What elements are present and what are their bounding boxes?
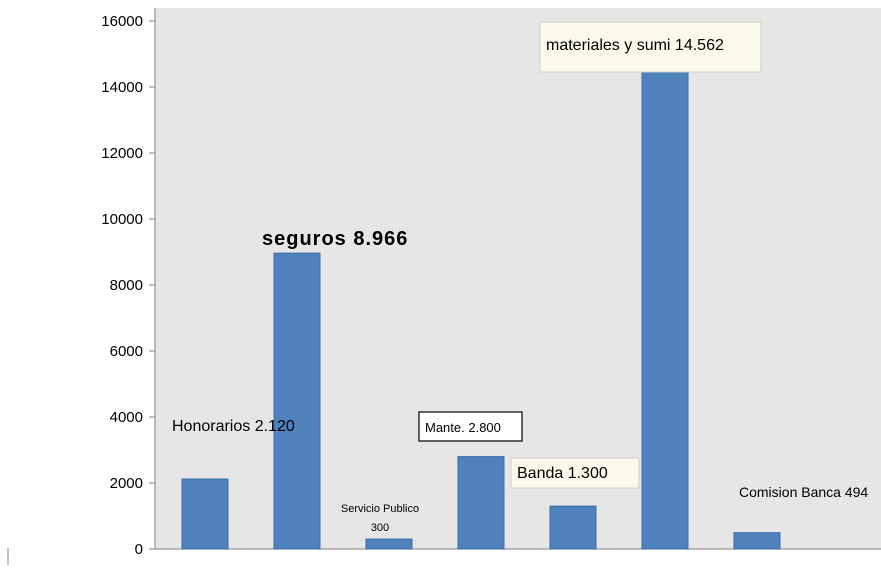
y-tick-label: 6000 [110,343,143,360]
bar-comision-banca [733,532,781,550]
y-tick-label: 8000 [110,277,143,294]
bar-servicio-publico [365,538,413,550]
data-label: Comision Banca 494 [739,484,868,500]
bar-honorarios [181,478,229,550]
bar-seguros [273,252,321,550]
y-tick-label: 0 [135,541,143,558]
data-label: Servicio Publico 300 [341,503,419,534]
data-label-box [510,457,640,489]
bar-banda [549,505,597,550]
bar-mante- [457,456,505,550]
data-label: materiales y sumi 14.562 [546,37,724,54]
y-tick-label: 14000 [101,79,143,96]
data-label: seguros 8.966 [262,228,408,250]
y-tick-label: 12000 [101,145,143,162]
y-tick-label: 2000 [110,475,143,492]
data-label-box [539,21,762,73]
bar-materiales-y-sumi [641,67,689,550]
y-tick-label: 16000 [101,13,143,30]
data-label: Honorarios 2.120 [172,418,295,435]
data-label-box [418,411,523,442]
data-labels: Honorarios 2.120 seguros 8.966 Servicio Pu… [172,21,868,534]
data-label: Mante. 2.800 [425,420,501,435]
y-tick-label: 10000 [101,211,143,228]
data-label: Banda 1.300 [517,465,608,482]
y-axis-ticks: 0 2000 4000 6000 8000 10000 12000 14000 16000 [101,13,155,558]
y-tick-label: 4000 [110,409,143,426]
